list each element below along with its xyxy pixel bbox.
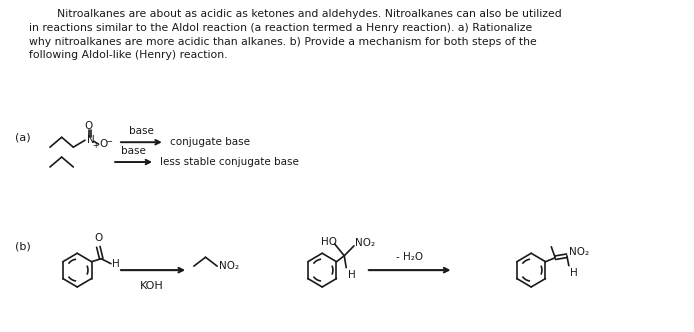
Text: HO: HO [321,237,337,247]
Text: +: + [92,141,98,150]
Text: H: H [348,270,356,280]
Text: (b): (b) [15,241,31,251]
Text: base: base [129,126,154,136]
Text: NO₂: NO₂ [569,247,589,257]
Text: less stable conjugate base: less stable conjugate base [160,157,298,167]
Text: O: O [99,139,108,149]
Text: −: − [105,137,112,146]
Text: H: H [570,268,577,278]
Text: KOH: KOH [140,281,164,291]
Text: base: base [121,146,146,156]
Text: H: H [112,259,119,269]
Text: - H₂O: - H₂O [396,252,423,262]
Text: NO₂: NO₂ [355,238,375,248]
Text: Nitroalkanes are about as acidic as ketones and aldehydes. Nitroalkanes can also: Nitroalkanes are about as acidic as keto… [28,9,561,60]
Text: NO₂: NO₂ [219,261,239,271]
Text: O: O [94,233,103,243]
Text: N: N [87,135,94,145]
Text: (a): (a) [15,132,31,142]
Text: O: O [85,121,93,131]
Text: conjugate base: conjugate base [169,137,250,147]
